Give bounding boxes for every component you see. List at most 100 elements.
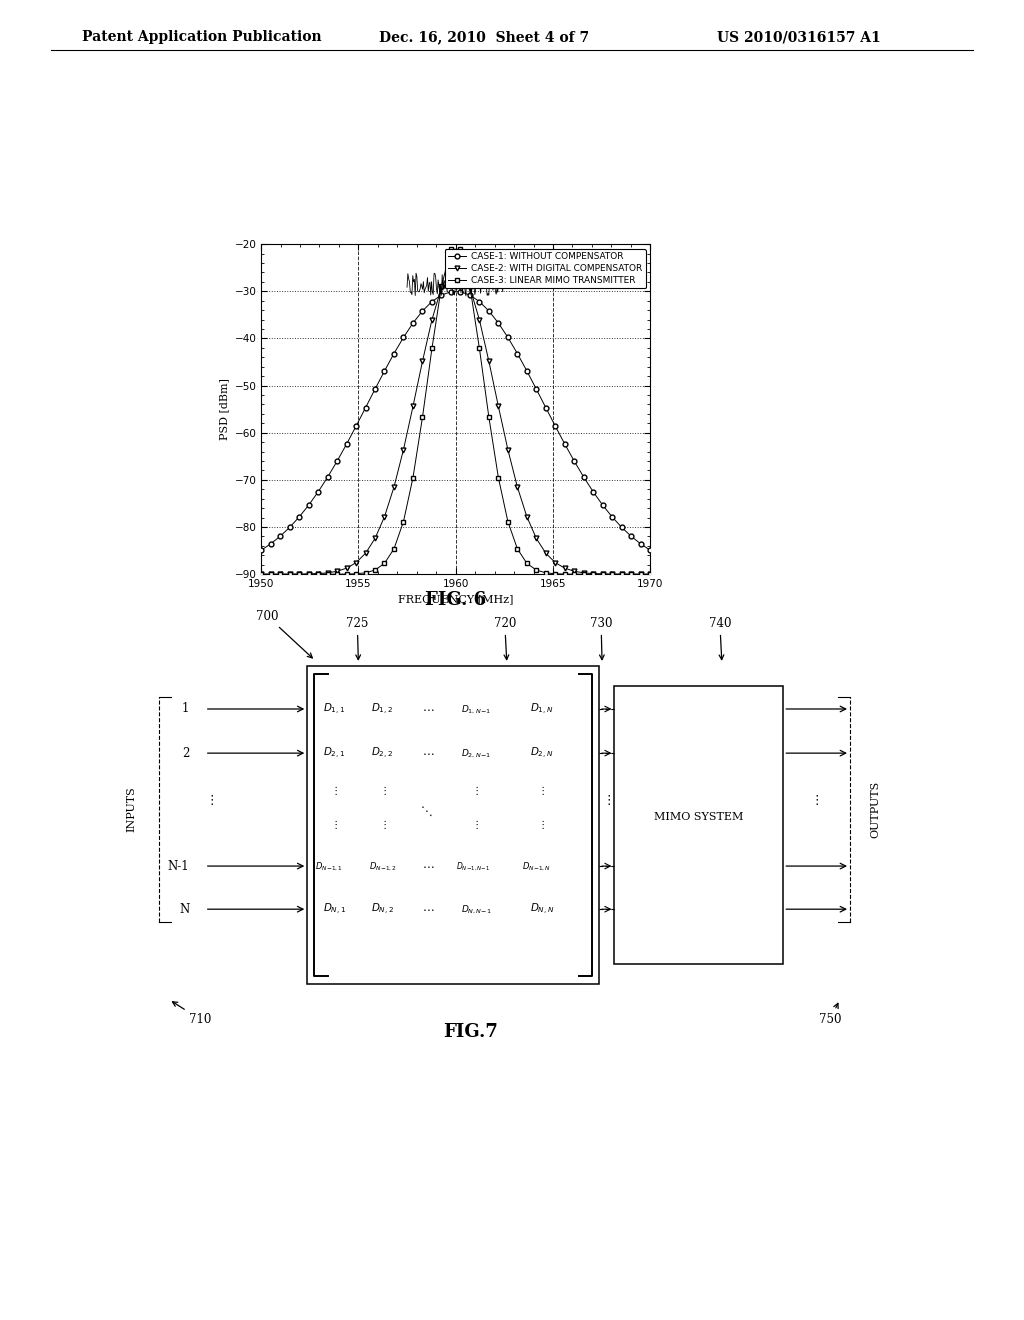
Text: $\vdots$: $\vdots$	[379, 818, 387, 832]
CASE-3: LINEAR MIMO TRANSMITTER: (1.96e+03, -42.1): LINEAR MIMO TRANSMITTER: (1.96e+03, -42.…	[473, 341, 485, 356]
Text: 2: 2	[182, 747, 189, 759]
CASE-3: LINEAR MIMO TRANSMITTER: (1.97e+03, -90): LINEAR MIMO TRANSMITTER: (1.97e+03, -90)	[606, 566, 618, 582]
CASE-3: LINEAR MIMO TRANSMITTER: (1.96e+03, -89.7): LINEAR MIMO TRANSMITTER: (1.96e+03, -89.…	[540, 565, 552, 581]
Text: $D_{2,2}$: $D_{2,2}$	[371, 746, 393, 762]
CASE-2: WITH DIGITAL COMPENSATOR: (1.96e+03, -36): WITH DIGITAL COMPENSATOR: (1.96e+03, -36…	[473, 312, 485, 327]
CASE-3: LINEAR MIMO TRANSMITTER: (1.96e+03, -87.7): LINEAR MIMO TRANSMITTER: (1.96e+03, -87.…	[378, 556, 390, 572]
Y-axis label: PSD [dBm]: PSD [dBm]	[219, 379, 228, 440]
CASE-3: LINEAR MIMO TRANSMITTER: (1.95e+03, -90): LINEAR MIMO TRANSMITTER: (1.95e+03, -90)	[264, 566, 276, 582]
CASE-3: LINEAR MIMO TRANSMITTER: (1.97e+03, -90): LINEAR MIMO TRANSMITTER: (1.97e+03, -90)	[597, 566, 609, 582]
CASE-1: WITHOUT COMPENSATOR: (1.96e+03, -34.2): WITHOUT COMPENSATOR: (1.96e+03, -34.2)	[417, 304, 429, 319]
CASE-1: WITHOUT COMPENSATOR: (1.96e+03, -39.8): WITHOUT COMPENSATOR: (1.96e+03, -39.8)	[397, 330, 410, 346]
Bar	[307, 665, 599, 985]
Text: $\vdots$: $\vdots$	[330, 784, 338, 797]
CASE-2: WITH DIGITAL COMPENSATOR: (1.97e+03, -89.9): WITH DIGITAL COMPENSATOR: (1.97e+03, -89…	[597, 566, 609, 582]
CASE-2: WITH DIGITAL COMPENSATOR: (1.96e+03, -71.5): WITH DIGITAL COMPENSATOR: (1.96e+03, -71…	[388, 479, 400, 495]
CASE-2: WITH DIGITAL COMPENSATOR: (1.97e+03, -89.9): WITH DIGITAL COMPENSATOR: (1.97e+03, -89…	[587, 566, 599, 582]
Text: $\vdots$: $\vdots$	[471, 784, 479, 797]
CASE-2: WITH DIGITAL COMPENSATOR: (1.95e+03, -89.9): WITH DIGITAL COMPENSATOR: (1.95e+03, -89…	[312, 566, 325, 582]
Legend: CASE-1: WITHOUT COMPENSATOR, CASE-2: WITH DIGITAL COMPENSATOR, CASE-3: LINEAR MI: CASE-1: WITHOUT COMPENSATOR, CASE-2: WIT…	[444, 248, 646, 288]
CASE-2: WITH DIGITAL COMPENSATOR: (1.95e+03, -87.6): WITH DIGITAL COMPENSATOR: (1.95e+03, -87…	[350, 554, 362, 570]
CASE-2: WITH DIGITAL COMPENSATOR: (1.95e+03, -90): WITH DIGITAL COMPENSATOR: (1.95e+03, -90…	[274, 566, 287, 582]
Text: $\vdots$: $\vdots$	[330, 818, 338, 832]
CASE-1: WITHOUT COMPENSATOR: (1.96e+03, -30.1): WITHOUT COMPENSATOR: (1.96e+03, -30.1)	[455, 284, 467, 300]
CASE-2: WITH DIGITAL COMPENSATOR: (1.96e+03, -44.8): WITH DIGITAL COMPENSATOR: (1.96e+03, -44…	[482, 354, 495, 370]
CASE-3: LINEAR MIMO TRANSMITTER: (1.95e+03, -89.9): LINEAR MIMO TRANSMITTER: (1.95e+03, -89.…	[350, 566, 362, 582]
Text: $D_{1,1}$: $D_{1,1}$	[323, 702, 345, 717]
CASE-2: WITH DIGITAL COMPENSATOR: (1.96e+03, -54.4): WITH DIGITAL COMPENSATOR: (1.96e+03, -54…	[493, 399, 505, 414]
Text: $\vdots$: $\vdots$	[537, 818, 545, 832]
Text: FIG. 6: FIG. 6	[425, 591, 486, 610]
CASE-3: LINEAR MIMO TRANSMITTER: (1.95e+03, -90): LINEAR MIMO TRANSMITTER: (1.95e+03, -90)	[331, 566, 343, 582]
CASE-1: WITHOUT COMPENSATOR: (1.96e+03, -46.9): WITHOUT COMPENSATOR: (1.96e+03, -46.9)	[521, 363, 534, 379]
CASE-3: LINEAR MIMO TRANSMITTER: (1.96e+03, -21.1): LINEAR MIMO TRANSMITTER: (1.96e+03, -21.…	[455, 242, 467, 257]
CASE-2: WITH DIGITAL COMPENSATOR: (1.96e+03, -63.6): WITH DIGITAL COMPENSATOR: (1.96e+03, -63…	[502, 442, 514, 458]
Text: $\cdots$: $\cdots$	[422, 746, 434, 759]
Text: N: N	[179, 903, 189, 916]
CASE-1: WITHOUT COMPENSATOR: (1.97e+03, -58.6): WITHOUT COMPENSATOR: (1.97e+03, -58.6)	[549, 418, 561, 434]
CASE-3: LINEAR MIMO TRANSMITTER: (1.97e+03, -90): LINEAR MIMO TRANSMITTER: (1.97e+03, -90)	[625, 566, 637, 582]
CASE-2: WITH DIGITAL COMPENSATOR: (1.95e+03, -88.7): WITH DIGITAL COMPENSATOR: (1.95e+03, -88…	[340, 560, 352, 576]
CASE-2: WITH DIGITAL COMPENSATOR: (1.97e+03, -89.7): WITH DIGITAL COMPENSATOR: (1.97e+03, -89…	[578, 565, 590, 581]
CASE-2: WITH DIGITAL COMPENSATOR: (1.96e+03, -82.4): WITH DIGITAL COMPENSATOR: (1.96e+03, -82…	[369, 531, 381, 546]
Text: $\cdots$: $\cdots$	[422, 859, 434, 873]
CASE-3: LINEAR MIMO TRANSMITTER: (1.95e+03, -90): LINEAR MIMO TRANSMITTER: (1.95e+03, -90)	[302, 566, 314, 582]
CASE-1: WITHOUT COMPENSATOR: (1.96e+03, -30.1): WITHOUT COMPENSATOR: (1.96e+03, -30.1)	[444, 284, 457, 300]
Text: MIMO SYSTEM: MIMO SYSTEM	[654, 812, 743, 822]
CASE-2: WITH DIGITAL COMPENSATOR: (1.96e+03, -77.8): WITH DIGITAL COMPENSATOR: (1.96e+03, -77…	[378, 508, 390, 524]
Bar	[614, 686, 783, 964]
Text: $D_{N,1}$: $D_{N,1}$	[323, 902, 346, 917]
CASE-1: WITHOUT COMPENSATOR: (1.95e+03, -77.9): WITHOUT COMPENSATOR: (1.95e+03, -77.9)	[293, 510, 305, 525]
X-axis label: FREQUENCY [MHz]: FREQUENCY [MHz]	[398, 594, 513, 605]
CASE-3: LINEAR MIMO TRANSMITTER: (1.96e+03, -69.5): LINEAR MIMO TRANSMITTER: (1.96e+03, -69.…	[407, 470, 419, 486]
CASE-3: LINEAR MIMO TRANSMITTER: (1.96e+03, -87.7): LINEAR MIMO TRANSMITTER: (1.96e+03, -87.…	[521, 556, 534, 572]
Text: $\vdots$: $\vdots$	[602, 793, 610, 808]
Text: $D_{N,N\!-\!1}$: $D_{N,N\!-\!1}$	[461, 904, 492, 916]
CASE-2: WITH DIGITAL COMPENSATOR: (1.96e+03, -71.5): WITH DIGITAL COMPENSATOR: (1.96e+03, -71…	[511, 479, 523, 495]
CASE-1: WITHOUT COMPENSATOR: (1.97e+03, -66): WITHOUT COMPENSATOR: (1.97e+03, -66)	[568, 453, 581, 469]
CASE-1: WITHOUT COMPENSATOR: (1.96e+03, -43.2): WITHOUT COMPENSATOR: (1.96e+03, -43.2)	[511, 346, 523, 362]
Text: $D_{N\!-\!1,2}$: $D_{N\!-\!1,2}$	[369, 861, 396, 873]
Text: $D_{N,2}$: $D_{N,2}$	[371, 902, 393, 917]
CASE-1: WITHOUT COMPENSATOR: (1.95e+03, -58.6): WITHOUT COMPENSATOR: (1.95e+03, -58.6)	[350, 418, 362, 434]
Text: 720: 720	[494, 616, 516, 660]
CASE-3: LINEAR MIMO TRANSMITTER: (1.97e+03, -90): LINEAR MIMO TRANSMITTER: (1.97e+03, -90)	[559, 566, 571, 582]
Text: FIG.7: FIG.7	[443, 1023, 499, 1041]
CASE-2: WITH DIGITAL COMPENSATOR: (1.97e+03, -89.4): WITH DIGITAL COMPENSATOR: (1.97e+03, -89…	[568, 564, 581, 579]
CASE-3: LINEAR MIMO TRANSMITTER: (1.97e+03, -89.9): LINEAR MIMO TRANSMITTER: (1.97e+03, -89.…	[549, 566, 561, 582]
CASE-1: WITHOUT COMPENSATOR: (1.96e+03, -54.7): WITHOUT COMPENSATOR: (1.96e+03, -54.7)	[540, 400, 552, 416]
CASE-2: WITH DIGITAL COMPENSATOR: (1.95e+03, -89.7): WITH DIGITAL COMPENSATOR: (1.95e+03, -89…	[322, 565, 334, 581]
CASE-2: WITH DIGITAL COMPENSATOR: (1.95e+03, -89.4): WITH DIGITAL COMPENSATOR: (1.95e+03, -89…	[331, 564, 343, 579]
CASE-1: WITHOUT COMPENSATOR: (1.96e+03, -50.8): WITHOUT COMPENSATOR: (1.96e+03, -50.8)	[369, 381, 381, 397]
CASE-2: WITH DIGITAL COMPENSATOR: (1.97e+03, -88.7): WITH DIGITAL COMPENSATOR: (1.97e+03, -88…	[559, 560, 571, 576]
CASE-3: LINEAR MIMO TRANSMITTER: (1.97e+03, -90): LINEAR MIMO TRANSMITTER: (1.97e+03, -90)	[587, 566, 599, 582]
Line: CASE-2: WITH DIGITAL COMPENSATOR: CASE-2: WITH DIGITAL COMPENSATOR	[259, 268, 652, 577]
CASE-3: LINEAR MIMO TRANSMITTER: (1.96e+03, -56.7): LINEAR MIMO TRANSMITTER: (1.96e+03, -56.…	[417, 409, 429, 425]
Text: $D_{2,N}$: $D_{2,N}$	[530, 746, 554, 762]
CASE-1: WITHOUT COMPENSATOR: (1.95e+03, -62.4): WITHOUT COMPENSATOR: (1.95e+03, -62.4)	[340, 436, 352, 451]
CASE-2: WITH DIGITAL COMPENSATOR: (1.96e+03, -82.4): WITH DIGITAL COMPENSATOR: (1.96e+03, -82…	[530, 531, 543, 546]
CASE-1: WITHOUT COMPENSATOR: (1.97e+03, -72.6): WITHOUT COMPENSATOR: (1.97e+03, -72.6)	[587, 484, 599, 500]
CASE-2: WITH DIGITAL COMPENSATOR: (1.95e+03, -89.9): WITH DIGITAL COMPENSATOR: (1.95e+03, -89…	[302, 566, 314, 582]
CASE-3: LINEAR MIMO TRANSMITTER: (1.96e+03, -42.1): LINEAR MIMO TRANSMITTER: (1.96e+03, -42.…	[426, 341, 438, 356]
CASE-3: LINEAR MIMO TRANSMITTER: (1.97e+03, -90): LINEAR MIMO TRANSMITTER: (1.97e+03, -90)	[568, 566, 581, 582]
Line: CASE-1: WITHOUT COMPENSATOR: CASE-1: WITHOUT COMPENSATOR	[259, 289, 652, 553]
CASE-2: WITH DIGITAL COMPENSATOR: (1.95e+03, -90): WITH DIGITAL COMPENSATOR: (1.95e+03, -90…	[264, 566, 276, 582]
CASE-2: WITH DIGITAL COMPENSATOR: (1.96e+03, -25.5): WITH DIGITAL COMPENSATOR: (1.96e+03, -25…	[444, 263, 457, 279]
CASE-3: LINEAR MIMO TRANSMITTER: (1.95e+03, -90): LINEAR MIMO TRANSMITTER: (1.95e+03, -90)	[284, 566, 296, 582]
Text: 1: 1	[182, 702, 189, 715]
CASE-2: WITH DIGITAL COMPENSATOR: (1.96e+03, -85.6): WITH DIGITAL COMPENSATOR: (1.96e+03, -85…	[359, 545, 372, 561]
CASE-3: LINEAR MIMO TRANSMITTER: (1.97e+03, -90): LINEAR MIMO TRANSMITTER: (1.97e+03, -90)	[578, 566, 590, 582]
CASE-3: LINEAR MIMO TRANSMITTER: (1.95e+03, -90): LINEAR MIMO TRANSMITTER: (1.95e+03, -90)	[322, 566, 334, 582]
CASE-2: WITH DIGITAL COMPENSATOR: (1.95e+03, -90): WITH DIGITAL COMPENSATOR: (1.95e+03, -90…	[255, 566, 267, 582]
Text: $D_{1,N\!-\!1}$: $D_{1,N\!-\!1}$	[461, 704, 490, 715]
CASE-2: WITH DIGITAL COMPENSATOR: (1.97e+03, -87.6): WITH DIGITAL COMPENSATOR: (1.97e+03, -87…	[549, 554, 561, 570]
CASE-3: LINEAR MIMO TRANSMITTER: (1.97e+03, -90): LINEAR MIMO TRANSMITTER: (1.97e+03, -90)	[635, 566, 647, 582]
CASE-1: WITHOUT COMPENSATOR: (1.97e+03, -84.9): WITHOUT COMPENSATOR: (1.97e+03, -84.9)	[644, 543, 656, 558]
Text: 710: 710	[172, 1002, 212, 1026]
CASE-1: WITHOUT COMPENSATOR: (1.97e+03, -69.4): WITHOUT COMPENSATOR: (1.97e+03, -69.4)	[578, 470, 590, 486]
Text: $D_{N,N}$: $D_{N,N}$	[530, 902, 555, 917]
CASE-1: WITHOUT COMPENSATOR: (1.95e+03, -69.4): WITHOUT COMPENSATOR: (1.95e+03, -69.4)	[322, 470, 334, 486]
Text: $\ddots$: $\ddots$	[420, 805, 432, 818]
CASE-1: WITHOUT COMPENSATOR: (1.96e+03, -39.8): WITHOUT COMPENSATOR: (1.96e+03, -39.8)	[502, 330, 514, 346]
